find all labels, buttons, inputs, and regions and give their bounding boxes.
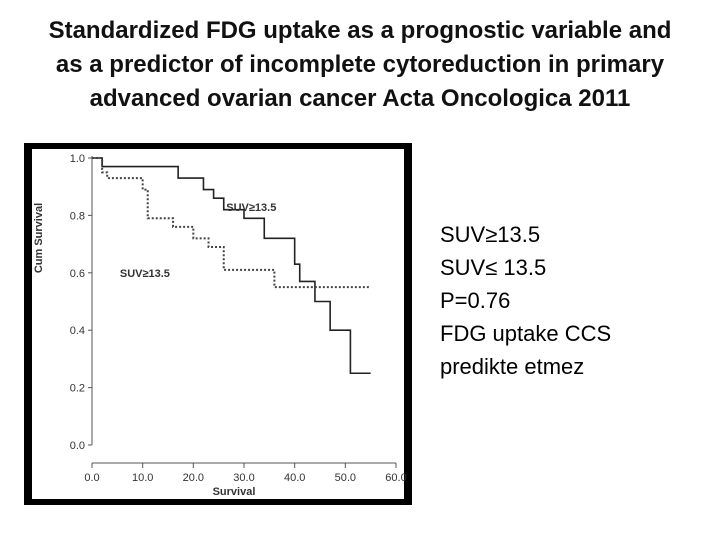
note-p-value: P=0.76: [440, 288, 511, 313]
survival-curve-dotted: [92, 157, 371, 289]
survival-curve-solid: [92, 157, 371, 375]
x-tick-label: 0.0: [84, 472, 99, 484]
series-label: SUV≥13.5: [226, 202, 276, 214]
note-conclusion: predikte etmez: [440, 354, 585, 379]
x-tick-label: 40.0: [284, 472, 305, 484]
notes-list: SUV≥13.5 SUV≤ 13.5 P=0.76 FDG uptake CCS…: [440, 218, 710, 383]
title-line: Standardized FDG uptake as a prognostic …: [48, 17, 672, 44]
series-label: SUV≥13.5: [120, 268, 170, 280]
survival-chart: 0.0 0.2 0.4 0.6 0.8 1.0 0.0 10.0 20.0 30.0 40.0 50.…: [32, 149, 407, 499]
plot-background: [32, 149, 404, 499]
y-tick-label: 0.2: [70, 383, 85, 395]
survival-chart-frame: 0.0 0.2 0.4 0.6 0.8 1.0 0.0 10.0 20.0 30.0 40.0 50.…: [24, 143, 412, 505]
y-tick-label: 0.4: [70, 325, 85, 337]
x-tick-label: 60.0: [385, 472, 406, 484]
title-line: advanced ovarian cancer Acta Oncologica …: [89, 85, 631, 112]
title-line: as a predictor of incomplete cytoreducti…: [55, 51, 665, 78]
y-tick-label: 0.0: [70, 440, 85, 452]
y-axis-title: Cum Survival: [33, 203, 45, 273]
note-suv-low: SUV≤ 13.5: [440, 255, 547, 280]
x-tick-label: 30.0: [233, 472, 254, 484]
x-tick-label: 50.0: [335, 472, 356, 484]
y-tick-label: 0.6: [70, 268, 85, 280]
y-tick-label: 1.0: [70, 153, 85, 165]
x-tick-label: 20.0: [183, 472, 204, 484]
y-tick-label: 0.8: [70, 210, 85, 222]
slide-title: Standardized FDG uptake as a prognostic …: [20, 14, 700, 116]
x-axis-title: Survival: [213, 486, 256, 498]
note-suv-high: SUV≥13.5: [440, 222, 541, 247]
x-tick-label: 10.0: [132, 472, 153, 484]
note-fdg-uptake: FDG uptake CCS: [440, 321, 612, 346]
